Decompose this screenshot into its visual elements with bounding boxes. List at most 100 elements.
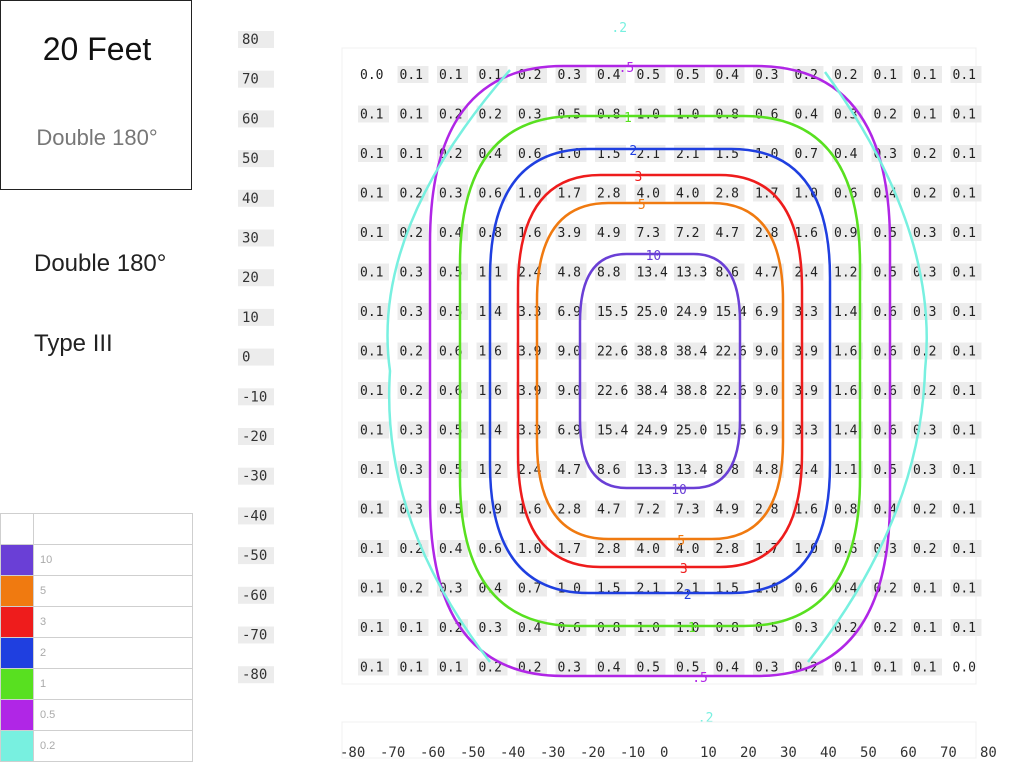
cell-bg xyxy=(713,619,745,636)
cell-bg xyxy=(792,579,824,597)
cell-bg xyxy=(437,184,468,202)
cell-bg xyxy=(634,184,666,202)
x-tick-label: -40 xyxy=(500,745,525,761)
cell-bg xyxy=(634,540,666,557)
cell-bg xyxy=(832,540,863,557)
legend-header-swatch xyxy=(0,513,34,545)
y-tick-bg xyxy=(238,428,274,445)
grid-value: 0.3 xyxy=(558,68,581,83)
grid-value: 0.2 xyxy=(400,187,423,202)
grid-value: 6.9 xyxy=(558,424,581,439)
cell-bg xyxy=(713,421,745,439)
cell-bg xyxy=(476,105,508,123)
cell-bg xyxy=(476,224,508,241)
beam-label: Double 180° xyxy=(34,250,167,277)
cell-bg xyxy=(595,500,626,518)
cell-bg xyxy=(832,421,863,439)
cell-bg xyxy=(753,342,784,360)
cell-bg xyxy=(634,303,666,320)
grid-value: 0.1 xyxy=(360,147,383,162)
cell-bg xyxy=(555,461,587,478)
cell-bg xyxy=(792,500,824,518)
cell-bg xyxy=(555,263,587,281)
cell-bg xyxy=(397,382,429,399)
cell-bg xyxy=(950,461,982,478)
grid-value: 0.3 xyxy=(439,187,462,202)
cell-bg xyxy=(832,263,863,281)
grid-value: 0.1 xyxy=(913,108,936,123)
cell-bg xyxy=(634,342,666,360)
x-tick-label: -10 xyxy=(620,745,645,761)
grid-value: 0.1 xyxy=(953,424,976,439)
y-tick-bg xyxy=(238,229,274,247)
grid-value: 0.0 xyxy=(953,661,976,676)
cell-bg xyxy=(950,184,982,202)
cell-bg xyxy=(595,303,626,320)
grid-value: 0.7 xyxy=(518,582,541,597)
x-tick-label: 10 xyxy=(700,745,717,761)
legend-row: 3 xyxy=(0,606,193,638)
grid-value: 3.9 xyxy=(795,345,818,360)
grid-value: 0.1 xyxy=(953,305,976,320)
legend-swatch xyxy=(0,544,34,576)
contour-label: 5 xyxy=(677,534,685,549)
grid-value: 0.6 xyxy=(439,345,462,360)
y-tick-bg xyxy=(238,308,274,326)
grid-value: 0.4 xyxy=(439,226,463,241)
cell-bg xyxy=(871,619,903,636)
grid-value: 1.0 xyxy=(795,542,818,557)
cell-bg xyxy=(950,342,982,360)
cell-bg xyxy=(595,540,626,557)
grid-value: 0.1 xyxy=(953,503,976,518)
grid-value: 24.9 xyxy=(676,305,707,320)
cell-bg xyxy=(911,540,942,557)
cell-bg xyxy=(792,224,824,241)
grid-value: 0.1 xyxy=(360,108,383,123)
grid-value: 0.1 xyxy=(360,424,383,439)
cell-bg xyxy=(595,184,626,202)
cell-bg xyxy=(911,619,942,636)
grid-value: 38.8 xyxy=(637,345,668,360)
contour-label: .5 xyxy=(619,61,635,76)
grid-value: 0.8 xyxy=(597,621,620,636)
grid-value: 0.4 xyxy=(716,661,740,676)
grid-value: 1.6 xyxy=(795,226,818,241)
grid-value: 2.4 xyxy=(518,463,542,478)
grid-value: 1.0 xyxy=(637,621,660,636)
grid-value: 4.0 xyxy=(637,542,660,557)
cell-bg xyxy=(753,382,784,399)
y-tick-bg xyxy=(238,70,274,88)
grid-value: 0.1 xyxy=(400,147,423,162)
cell-bg xyxy=(832,382,863,399)
legend-swatch xyxy=(0,606,34,638)
cell-bg xyxy=(555,66,587,83)
grid-value: 0.3 xyxy=(913,463,936,478)
grid-value: 9.0 xyxy=(558,384,581,399)
grid-value: 0.2 xyxy=(874,108,897,123)
y-tick-label: -10 xyxy=(242,389,267,405)
cell-bg xyxy=(555,658,587,676)
grid-value: 0.3 xyxy=(755,68,778,83)
grid-value: 0.5 xyxy=(439,424,462,439)
grid-value: 0.5 xyxy=(439,266,462,281)
cell-bg xyxy=(397,303,429,320)
y-tick-label: -60 xyxy=(242,588,267,604)
cell-bg xyxy=(950,579,982,597)
contour-label: 10 xyxy=(646,249,662,264)
grid-value: 0.9 xyxy=(479,503,502,518)
cell-bg xyxy=(950,382,982,399)
cell-bg xyxy=(397,342,429,360)
cell-bg xyxy=(476,184,508,202)
cell-bg xyxy=(713,382,745,399)
cell-bg xyxy=(595,342,626,360)
y-tick-label: -40 xyxy=(242,508,267,524)
grid-value: 25.0 xyxy=(676,424,707,439)
grid-value: 0.8 xyxy=(716,621,739,636)
grid-value: 9.0 xyxy=(755,384,778,399)
y-tick-label: -50 xyxy=(242,548,267,564)
y-tick-label: -30 xyxy=(242,469,267,485)
grid-value: 0.4 xyxy=(597,68,621,83)
grid-value: 0.3 xyxy=(400,463,423,478)
legend-swatch xyxy=(0,637,34,669)
